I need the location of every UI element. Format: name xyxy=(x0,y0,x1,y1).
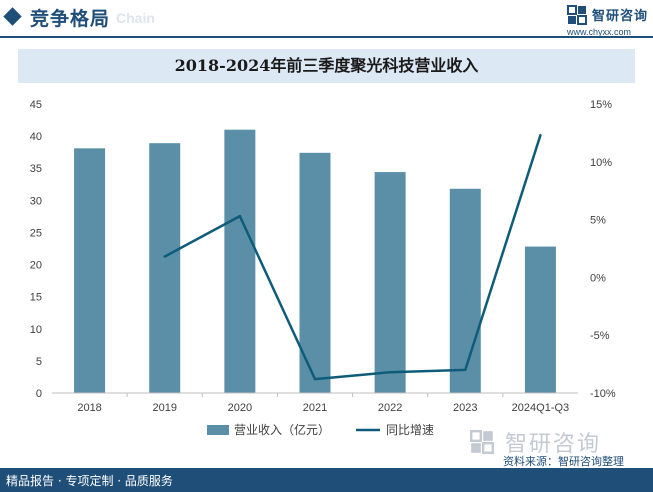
growth-point xyxy=(388,370,392,374)
footer-bar: 精品报告 · 专项定制 · 品质服务 xyxy=(0,468,653,492)
left-axis-tick: 0 xyxy=(36,388,42,400)
right-axis-tick: -10% xyxy=(590,388,616,400)
footer-text: 精品报告 · 专项定制 · 品质服务 xyxy=(6,474,173,488)
right-axis-tick: 10% xyxy=(590,157,612,169)
legend-swatch-revenue xyxy=(207,425,229,435)
header: 竞争格局 Chain 智研咨询 www.chyxx.com xyxy=(0,0,653,38)
x-axis-labels: 2018 2019 2020 2021 2022 2023 2024Q1-Q3 xyxy=(52,392,578,414)
legend-label-revenue: 营业收入（亿元） xyxy=(234,422,330,437)
right-axis-tick: 15% xyxy=(590,99,612,111)
left-axis-tick: 40 xyxy=(30,131,42,143)
growth-point xyxy=(539,134,542,137)
growth-point xyxy=(464,368,467,372)
left-axis-tick: 20 xyxy=(30,260,42,272)
left-axis: 0 5 10 15 20 25 30 35 40 45 xyxy=(30,99,42,400)
section-title: 竞争格局 xyxy=(30,8,111,30)
watermark-logo-icon xyxy=(470,430,494,454)
right-axis-tick: 5% xyxy=(590,215,606,227)
bar xyxy=(449,188,481,393)
bar xyxy=(524,246,556,393)
left-axis-tick: 15 xyxy=(30,292,42,304)
growth-point xyxy=(238,214,242,218)
bar xyxy=(224,129,256,393)
left-axis-tick: 5 xyxy=(36,356,42,368)
right-axis-tick: -5% xyxy=(590,330,610,342)
bar xyxy=(74,148,106,393)
brand-url[interactable]: www.chyxx.com xyxy=(567,27,632,37)
chart: 0 5 10 15 20 25 30 35 40 45 -10% -5% 0% 5% 10% 15% 201… xyxy=(30,99,616,437)
x-axis-tick: 2024Q1-Q3 xyxy=(512,402,569,414)
header-divider xyxy=(0,36,653,38)
left-axis-tick: 30 xyxy=(30,195,42,207)
x-axis-tick: 2019 xyxy=(152,402,176,414)
growth-point xyxy=(163,255,166,258)
x-axis-tick: 2023 xyxy=(453,402,477,414)
left-axis-tick: 35 xyxy=(30,163,42,175)
left-axis-tick: 45 xyxy=(30,99,42,111)
legend-label-growth: 同比增速 xyxy=(386,423,434,437)
x-axis-tick: 2020 xyxy=(228,402,252,414)
bars xyxy=(74,129,556,393)
right-axis: -10% -5% 0% 5% 10% 15% xyxy=(590,99,616,400)
legend: 营业收入（亿元） 同比增速 xyxy=(207,422,434,437)
brand-name: 智研咨询 xyxy=(592,9,649,24)
chart-title: 2018-2024年前三季度聚光科技营业收入 xyxy=(174,56,479,75)
bar xyxy=(149,143,181,393)
growth-series-line xyxy=(164,134,542,381)
chart-title-band: 2018-2024年前三季度聚光科技营业收入 xyxy=(18,49,635,83)
growth-point xyxy=(313,377,317,381)
left-axis-tick: 10 xyxy=(30,324,42,336)
bar xyxy=(374,172,406,393)
growth-line xyxy=(163,134,542,381)
x-axis-tick: 2021 xyxy=(303,402,327,414)
section-subtitle: Chain xyxy=(116,10,155,26)
left-axis-tick: 25 xyxy=(30,227,42,239)
bar xyxy=(299,152,331,393)
x-axis-tick: 2018 xyxy=(77,402,101,414)
x-axis-tick: 2022 xyxy=(378,402,402,414)
watermark-text: 智研咨询 xyxy=(505,432,602,457)
brand-logo-icon xyxy=(567,5,587,25)
right-axis-tick: 0% xyxy=(590,272,606,284)
source-note: 资料来源：智研咨询整理 xyxy=(503,455,624,468)
